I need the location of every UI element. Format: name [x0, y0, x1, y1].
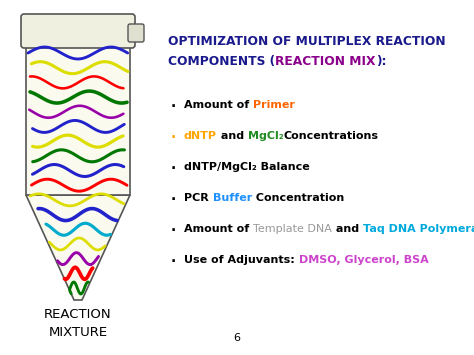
Text: Buffer: Buffer: [213, 193, 252, 203]
Text: Use of Adjuvants:: Use of Adjuvants:: [184, 255, 299, 265]
Text: 6: 6: [234, 333, 240, 343]
Text: dNTP/MgCl₂ Balance: dNTP/MgCl₂ Balance: [184, 162, 310, 172]
Text: ·: ·: [171, 193, 176, 207]
Polygon shape: [26, 45, 130, 195]
FancyBboxPatch shape: [21, 14, 135, 48]
Text: MgCl₂: MgCl₂: [248, 131, 283, 141]
Text: COMPONENTS (: COMPONENTS (: [168, 55, 275, 68]
Text: and: and: [217, 131, 248, 141]
Text: Concentration: Concentration: [252, 193, 344, 203]
Text: ·: ·: [171, 162, 176, 176]
Text: MIXTURE: MIXTURE: [48, 327, 108, 339]
Text: REACTION MIX: REACTION MIX: [275, 55, 375, 68]
FancyBboxPatch shape: [128, 24, 144, 42]
Text: ):: ):: [375, 55, 386, 68]
Text: ·: ·: [171, 224, 176, 238]
Text: Primer: Primer: [253, 100, 295, 110]
Text: dNTP: dNTP: [184, 131, 217, 141]
Text: and: and: [332, 224, 363, 234]
Text: ·: ·: [171, 255, 176, 269]
Text: Amount of: Amount of: [184, 224, 253, 234]
Text: DMSO, Glycerol, BSA: DMSO, Glycerol, BSA: [299, 255, 428, 265]
Polygon shape: [26, 195, 130, 300]
Text: ·: ·: [171, 131, 176, 145]
Text: Template DNA: Template DNA: [253, 224, 332, 234]
Text: REACTION: REACTION: [44, 308, 112, 322]
Text: Taq DNA Polymerase: Taq DNA Polymerase: [363, 224, 474, 234]
Text: Concentrations: Concentrations: [283, 131, 379, 141]
Text: OPTIMIZATION OF MULTIPLEX REACTION: OPTIMIZATION OF MULTIPLEX REACTION: [168, 35, 446, 48]
Text: PCR: PCR: [184, 193, 213, 203]
Text: ·: ·: [171, 100, 176, 114]
Text: Amount of: Amount of: [184, 100, 253, 110]
